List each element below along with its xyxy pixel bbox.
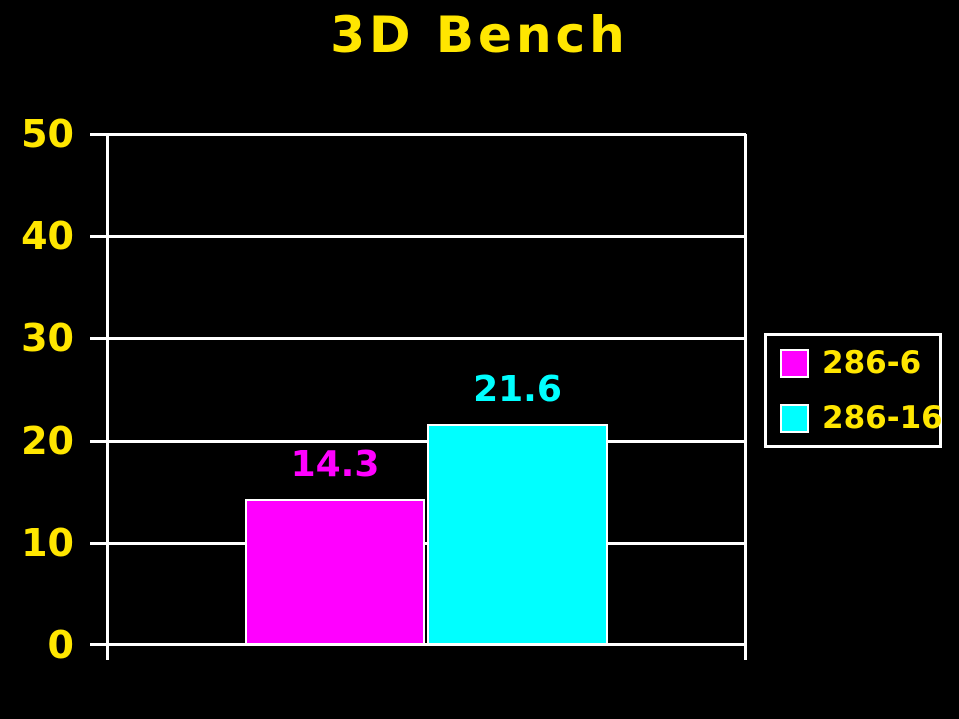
legend-swatch-magenta: [780, 348, 809, 378]
y-tick-label: 20: [21, 418, 74, 463]
y-tick-label: 0: [47, 623, 74, 667]
gridline-40: [90, 235, 746, 239]
y-axis-line-left: [106, 134, 109, 660]
plot-area: 50 40 30 20 10 0 14.3 21.6: [21, 115, 746, 664]
legend-entry-286-6: 286-6: [780, 344, 939, 381]
legend-entry-286-16: 286-16: [780, 402, 943, 434]
bar-group-286-6: 14.3: [245, 134, 425, 645]
y-tick-label: 50: [21, 112, 74, 156]
gridline-20: [90, 439, 746, 443]
y-tick-label: 10: [21, 520, 74, 565]
y-axis-line-right: [744, 134, 747, 660]
bar-286-6: [245, 498, 425, 645]
gridline-50: [90, 133, 746, 136]
chart-title: 3D Bench: [330, 6, 629, 64]
legend-box: 286-6 286-16: [764, 333, 943, 448]
bar-value-label-286-6: 14.3: [290, 443, 380, 485]
bar-value-label-286-16: 21.6: [473, 369, 562, 411]
y-tick-label: 40: [21, 214, 74, 259]
gridline-30: [90, 337, 746, 341]
bar-286-16: [427, 424, 608, 645]
legend-label: 286-6: [822, 344, 922, 381]
legend-label: 286-16: [822, 399, 943, 436]
y-tick-label: 30: [21, 316, 74, 361]
legend-swatch-cyan: [780, 403, 809, 433]
bar-group-286-16: 21.6: [427, 134, 608, 645]
